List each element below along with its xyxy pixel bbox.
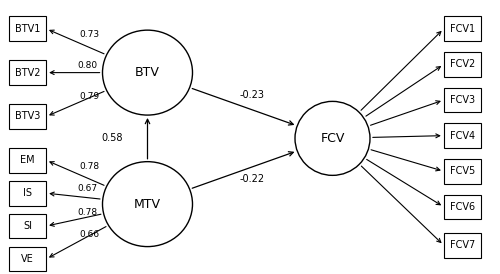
FancyBboxPatch shape [444,16,481,41]
Text: BTV: BTV [135,66,160,79]
Text: SI: SI [23,221,32,231]
Text: FCV5: FCV5 [450,166,475,176]
FancyBboxPatch shape [9,247,46,271]
FancyBboxPatch shape [9,60,46,85]
Text: BTV3: BTV3 [15,112,40,121]
Text: FCV7: FCV7 [450,240,475,250]
Text: VE: VE [21,254,34,264]
FancyBboxPatch shape [444,52,481,77]
Text: 0.78: 0.78 [79,162,99,171]
Text: 0.66: 0.66 [80,230,100,239]
FancyBboxPatch shape [444,233,481,258]
Text: FCV3: FCV3 [450,95,475,105]
FancyBboxPatch shape [9,148,46,173]
Text: -0.22: -0.22 [240,175,265,184]
Text: EM: EM [20,155,35,165]
Text: FCV2: FCV2 [450,59,475,69]
Text: FCV6: FCV6 [450,202,475,212]
FancyBboxPatch shape [444,123,481,148]
FancyBboxPatch shape [9,214,46,238]
FancyBboxPatch shape [9,104,46,129]
Text: 0.78: 0.78 [78,208,98,217]
FancyBboxPatch shape [9,16,46,41]
Text: FCV: FCV [320,132,344,145]
Text: BTV2: BTV2 [15,68,40,78]
Text: 0.73: 0.73 [79,30,99,39]
FancyBboxPatch shape [444,159,481,184]
FancyBboxPatch shape [9,181,46,206]
Text: 0.80: 0.80 [77,61,97,70]
Text: IS: IS [23,188,32,198]
Text: MTV: MTV [134,198,161,211]
Text: FCV1: FCV1 [450,24,475,34]
Text: 0.67: 0.67 [77,184,97,193]
FancyBboxPatch shape [444,88,481,112]
Text: FCV4: FCV4 [450,131,475,141]
Text: 0.58: 0.58 [102,133,123,143]
FancyBboxPatch shape [444,195,481,219]
Text: BTV1: BTV1 [15,24,40,34]
Text: -0.23: -0.23 [240,90,265,99]
Text: 0.79: 0.79 [79,92,99,101]
